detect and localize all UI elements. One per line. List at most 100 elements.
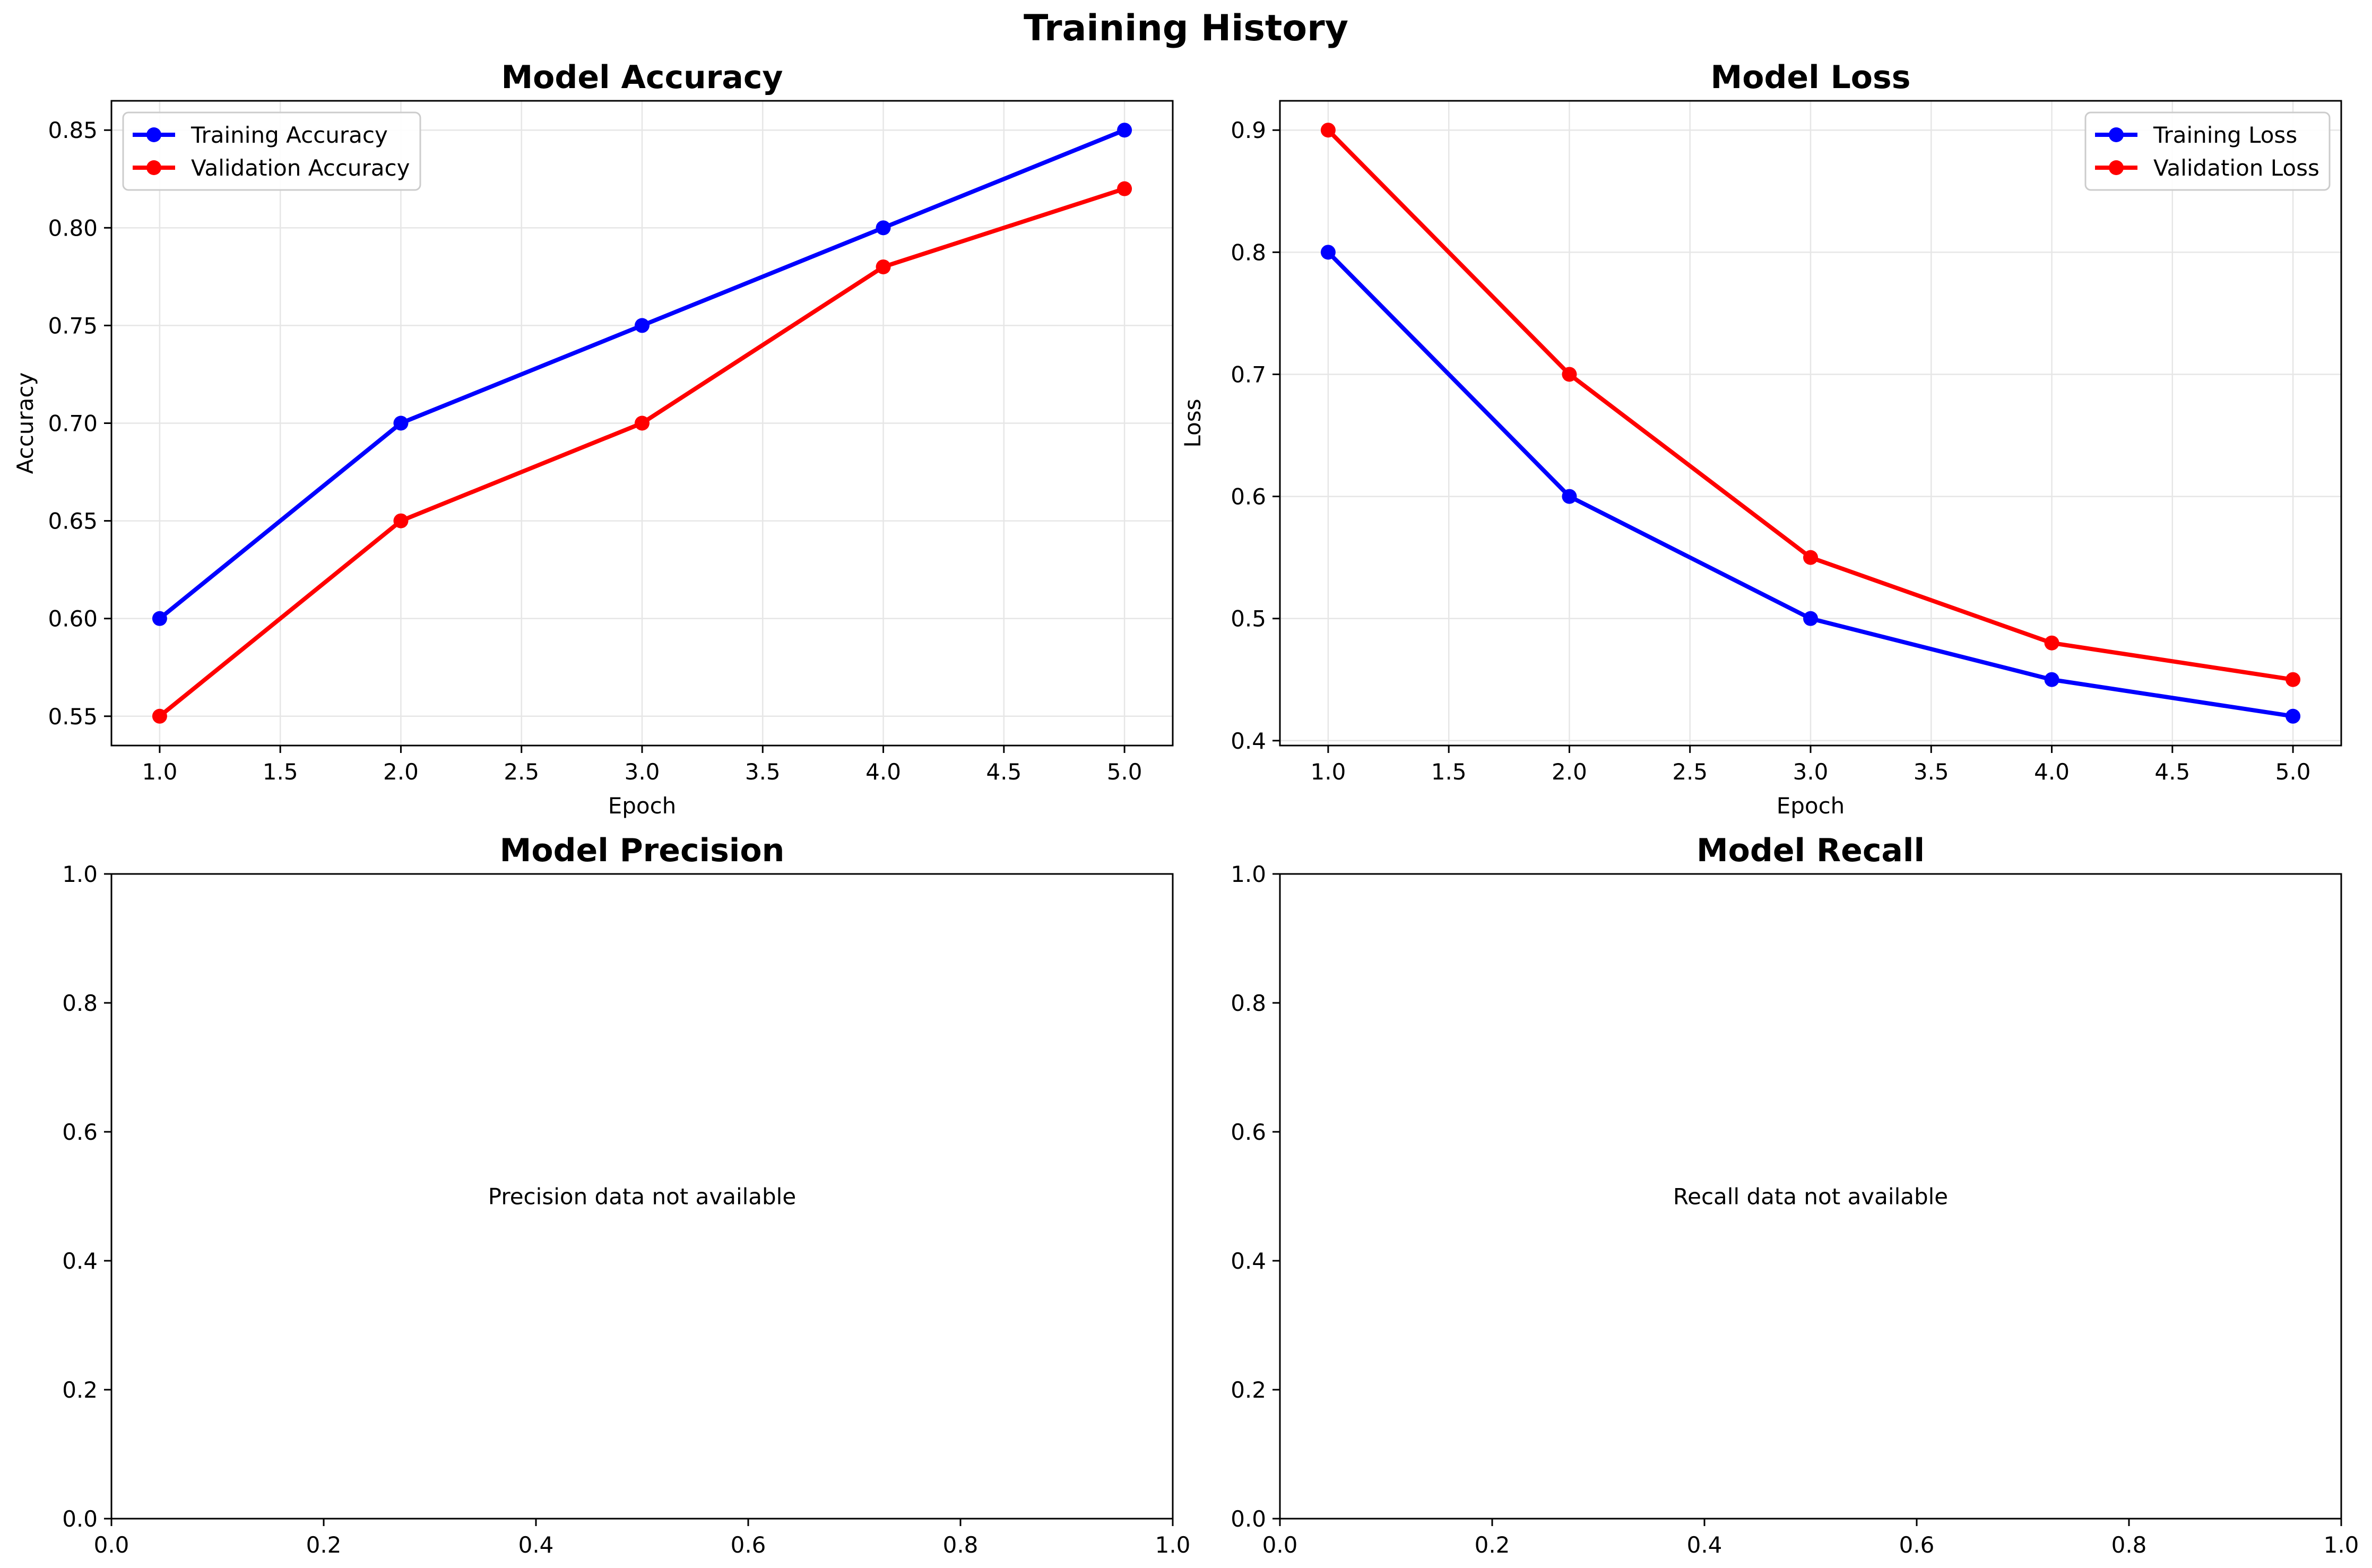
model-loss-legend-validation-loss-marker (2109, 160, 2124, 175)
model-loss-legend: Training Loss Validation Loss (2084, 111, 2331, 191)
model-recall-panel: 0.0 0.2 0.4 0.6 0.8 1.0 0.0 0.2 0.4 0.6 0.8 1.0 Mode… (1231, 832, 2359, 1558)
model-loss-series-training-loss-point-3 (1803, 611, 1818, 626)
model-accuracy-ytick-label-0: 0.55 (48, 704, 98, 730)
model-loss-ytick-label-4: 0.8 (1231, 239, 1266, 265)
model-accuracy-ytick-label-4: 0.75 (48, 313, 98, 339)
model-accuracy-xtick-label-8: 5.0 (1107, 759, 1142, 785)
model-loss-xtick-label-2: 2.0 (1552, 759, 1587, 785)
model-accuracy-ytick-label-3: 0.70 (48, 411, 98, 437)
model-loss-series-training-loss-point-4 (2044, 672, 2059, 687)
model-accuracy-xlabel: Epoch (608, 793, 677, 819)
model-loss-xtick-label-8: 5.0 (2275, 759, 2311, 785)
model-accuracy-legend-training-accuracy-label: Training Accuracy (191, 122, 388, 148)
model-accuracy-xtick-label-6: 4.0 (865, 759, 901, 785)
model-accuracy-legend-validation-accuracy-marker (146, 160, 161, 175)
model-loss-series-validation-loss-point-2 (1562, 367, 1577, 382)
model-loss-xtick-label-0: 1.0 (1311, 759, 1346, 785)
model-loss-series-training-loss-point-2 (1562, 489, 1577, 504)
model-recall-xtick-label-0: 0.0 (1262, 1532, 1298, 1558)
model-precision-title: Model Precision (500, 832, 785, 869)
model-accuracy-series-validation-accuracy-point-5 (1117, 181, 1132, 196)
model-precision-xtick-label-1: 0.2 (306, 1532, 342, 1558)
model-precision-ytick-label-2: 0.4 (62, 1248, 98, 1274)
model-loss-ytick-label-3: 0.7 (1231, 361, 1266, 387)
model-accuracy-series-validation-accuracy-point-1 (152, 708, 167, 724)
model-precision-ytick-label-3: 0.6 (62, 1119, 98, 1145)
model-loss-legend-box (2084, 111, 2331, 191)
model-accuracy-xtick-label-0: 1.0 (142, 759, 178, 785)
model-recall-xtick-label-3: 0.6 (1899, 1532, 1935, 1558)
model-accuracy-series-training-accuracy-point-1 (152, 611, 167, 626)
model-recall-xtick-label-5: 1.0 (2324, 1532, 2359, 1558)
model-loss-ytick-label-1: 0.5 (1231, 606, 1266, 632)
model-loss-ytick-label-2: 0.6 (1231, 484, 1266, 510)
model-accuracy-xtick-label-2: 2.0 (383, 759, 419, 785)
model-precision-axes-frame (110, 873, 1174, 1520)
model-precision-ytick-label-4: 0.8 (62, 990, 98, 1016)
model-loss-xlabel: Epoch (1777, 793, 1845, 819)
model-recall-axes-frame (1279, 873, 2342, 1520)
model-accuracy-xtick-label-7: 4.5 (986, 759, 1021, 785)
model-precision-xtick-label-0: 0.0 (94, 1532, 129, 1558)
model-accuracy-series-validation-accuracy-point-4 (876, 259, 891, 274)
model-accuracy-ytick-label-6: 0.85 (48, 117, 98, 143)
model-precision-ytick-label-5: 1.0 (62, 861, 98, 887)
model-recall-ytick-label-2: 0.4 (1231, 1248, 1266, 1274)
model-accuracy-panel: 1.0 1.5 2.0 2.5 3.0 3.5 4.0 4.5 5.0 0.55 0.60 0.65 0… (12, 59, 1174, 819)
model-loss-title: Model Loss (1711, 59, 1911, 96)
model-recall-ytick-label-0: 0.0 (1231, 1506, 1266, 1532)
model-accuracy-title: Model Accuracy (501, 59, 783, 96)
model-recall-xtick-label-4: 0.8 (2111, 1532, 2147, 1558)
model-loss-series-training-loss-point-1 (1320, 245, 1336, 260)
model-recall-ytick-label-4: 0.8 (1231, 990, 1266, 1016)
model-precision-xtick-label-4: 0.8 (943, 1532, 979, 1558)
model-accuracy-xtick-label-1: 1.5 (263, 759, 298, 785)
model-accuracy-legend-training-accuracy-marker (146, 127, 161, 142)
model-accuracy-series-training-accuracy-point-3 (635, 318, 650, 333)
model-recall-xtick-label-1: 0.2 (1475, 1532, 1510, 1558)
model-recall-no-data-message: Recall data not available (1673, 1184, 1948, 1210)
model-recall-ytick-label-3: 0.6 (1231, 1119, 1266, 1145)
model-precision-xtick-label-5: 1.0 (1155, 1532, 1191, 1558)
model-loss-ytick-label-0: 0.4 (1231, 728, 1266, 754)
model-accuracy-series-validation-accuracy-point-3 (635, 415, 650, 431)
model-accuracy-series-training-accuracy-point-4 (876, 220, 891, 236)
model-loss-ylabel: Loss (1180, 399, 1206, 447)
model-accuracy-xtick-label-5: 3.5 (745, 759, 781, 785)
model-accuracy-series-training-accuracy-point-2 (393, 415, 409, 431)
model-loss-legend-training-loss-marker (2109, 127, 2124, 142)
model-accuracy-legend: Training Accuracy Validation Accuracy (122, 111, 421, 191)
model-loss-xtick-label-3: 2.5 (1672, 759, 1708, 785)
model-loss-series-validation-loss-point-4 (2044, 635, 2059, 651)
model-recall-ytick-label-1: 0.2 (1231, 1377, 1266, 1403)
model-loss-xtick-label-1: 1.5 (1431, 759, 1467, 785)
model-recall-xtick-label-2: 0.4 (1687, 1532, 1722, 1558)
model-precision-xtick-label-3: 0.6 (731, 1532, 766, 1558)
model-accuracy-series-validation-accuracy-point-2 (393, 513, 409, 529)
model-precision-ytick-label-0: 0.0 (62, 1506, 98, 1532)
model-accuracy-series-training-accuracy-point-5 (1117, 123, 1132, 138)
model-loss-xtick-label-7: 4.5 (2154, 759, 2190, 785)
model-loss-legend-training-loss-label: Training Loss (2153, 122, 2297, 148)
model-accuracy-legend-validation-accuracy-label: Validation Accuracy (191, 155, 410, 181)
model-loss-ytick-label-5: 0.9 (1231, 117, 1266, 143)
model-loss-legend-validation-loss-label: Validation Loss (2153, 155, 2319, 181)
model-loss-panel: 1.0 1.5 2.0 2.5 3.0 3.5 4.0 4.5 5.0 0.4 0.5 0.6 0.7 0… (1180, 59, 2342, 819)
model-precision-xtick-label-2: 0.4 (518, 1532, 554, 1558)
figure-title: Training History (1024, 7, 1348, 49)
model-loss-series-validation-loss-point-5 (2286, 672, 2301, 687)
model-precision-no-data-message: Precision data not available (488, 1184, 796, 1210)
model-recall-ytick-label-5: 1.0 (1231, 861, 1266, 887)
model-accuracy-ytick-label-5: 0.80 (48, 215, 98, 241)
model-accuracy-ylabel: Accuracy (12, 372, 38, 474)
model-precision-ytick-label-1: 0.2 (62, 1377, 98, 1403)
model-accuracy-legend-box (122, 111, 421, 191)
model-accuracy-ytick-label-1: 0.60 (48, 606, 98, 632)
model-loss-xtick-label-4: 3.0 (1793, 759, 1829, 785)
subplots-grid: 1.0 1.5 2.0 2.5 3.0 3.5 4.0 4.5 5.0 0.55 0.60 0.65 0… (12, 59, 2359, 1558)
model-accuracy-xtick-label-3: 2.5 (504, 759, 539, 785)
model-loss-xtick-label-6: 4.0 (2034, 759, 2070, 785)
model-accuracy-xtick-label-4: 3.0 (625, 759, 660, 785)
